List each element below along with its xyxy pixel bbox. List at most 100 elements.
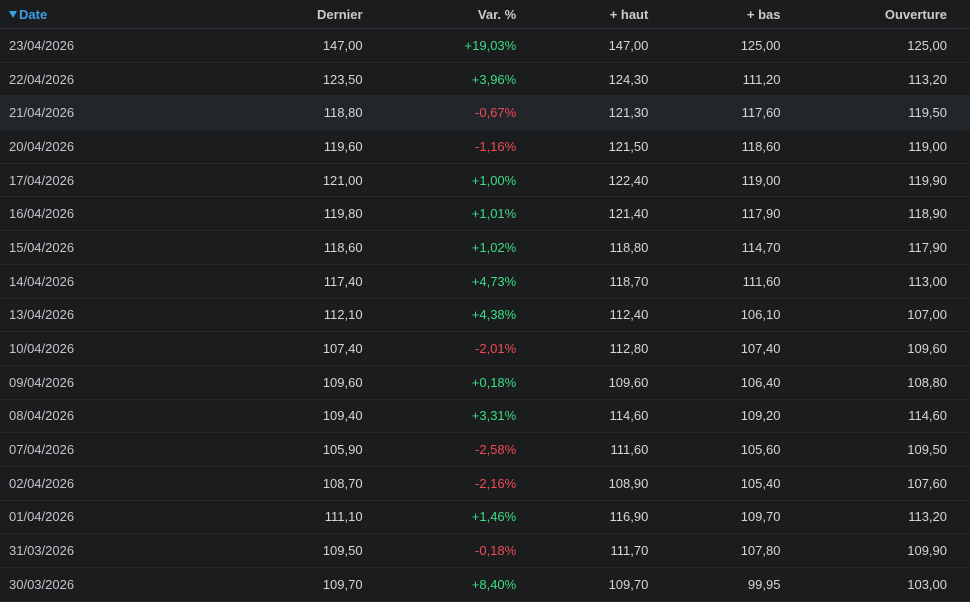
cell-last: 117,40 bbox=[194, 264, 363, 299]
cell-open: 107,60 bbox=[780, 466, 970, 501]
sort-desc-icon bbox=[9, 10, 17, 18]
cell-change: +0,18% bbox=[362, 365, 517, 400]
cell-change: +3,31% bbox=[362, 399, 517, 434]
cell-date: 23/04/2026 bbox=[0, 28, 195, 63]
cell-open: 109,90 bbox=[780, 533, 970, 568]
cell-change: -1,16% bbox=[362, 129, 517, 164]
cell-last: 119,60 bbox=[194, 129, 363, 164]
cell-date: 21/04/2026 bbox=[0, 95, 195, 131]
cell-open: 119,00 bbox=[780, 129, 970, 164]
cell-date: 08/04/2026 bbox=[0, 399, 195, 434]
cell-last: 109,40 bbox=[194, 399, 363, 434]
cell-last: 107,40 bbox=[194, 331, 363, 366]
cell-high: 114,60 bbox=[516, 399, 649, 434]
table-row[interactable]: 17/04/2026 121,00 +1,00% 122,40 119,00 119,90 bbox=[0, 163, 970, 198]
cell-change: -2,16% bbox=[362, 466, 517, 501]
cell-low: 109,70 bbox=[648, 500, 781, 535]
table-row[interactable]: 10/04/2026 107,40 -2,01% 112,80 107,40 109,60 bbox=[0, 331, 970, 366]
cell-date: 30/03/2026 bbox=[0, 567, 195, 602]
cell-last: 112,10 bbox=[194, 298, 363, 333]
cell-date: 07/04/2026 bbox=[0, 432, 195, 467]
table-body: 23/04/2026 147,00 +19,03% 147,00 125,00 125,0… bbox=[0, 28, 970, 602]
cell-last: 119,80 bbox=[194, 196, 363, 232]
table-row[interactable]: 31/03/2026 109,50 -0,18% 111,70 107,80 109,90 bbox=[0, 533, 970, 568]
cell-last: 118,80 bbox=[194, 95, 363, 131]
cell-high: 116,90 bbox=[516, 500, 649, 535]
cell-date: 14/04/2026 bbox=[0, 264, 195, 299]
cell-date: 31/03/2026 bbox=[0, 533, 195, 568]
cell-change: -0,67% bbox=[362, 95, 517, 131]
cell-date: 15/04/2026 bbox=[0, 230, 195, 265]
table-row[interactable]: 07/04/2026 105,90 -2,58% 111,60 105,60 109,50 bbox=[0, 432, 970, 467]
table-row[interactable]: 16/04/2026 119,80 +1,01% 121,40 117,90 118,90 bbox=[0, 196, 970, 232]
cell-last: 105,90 bbox=[194, 432, 363, 467]
cell-date: 22/04/2026 bbox=[0, 62, 195, 97]
table-header-row: Date Dernier Var. % + haut + bas Ouvertu… bbox=[0, 0, 970, 29]
column-header-date[interactable]: Date bbox=[0, 0, 195, 29]
table-row[interactable]: 20/04/2026 119,60 -1,16% 121,50 118,60 119,00 bbox=[0, 129, 970, 164]
cell-date: 10/04/2026 bbox=[0, 331, 195, 366]
cell-last: 123,50 bbox=[194, 62, 363, 97]
table-row[interactable]: 21/04/2026 118,80 -0,67% 121,30 117,60 119,50 bbox=[0, 95, 970, 131]
cell-open: 109,60 bbox=[780, 331, 970, 366]
cell-change: -0,18% bbox=[362, 533, 517, 568]
cell-last: 109,50 bbox=[194, 533, 363, 568]
cell-low: 117,90 bbox=[648, 196, 781, 232]
cell-date: 02/04/2026 bbox=[0, 466, 195, 501]
cell-high: 108,90 bbox=[516, 466, 649, 501]
table-row[interactable]: 09/04/2026 109,60 +0,18% 109,60 106,40 108,80 bbox=[0, 365, 970, 400]
cell-low: 99,95 bbox=[648, 567, 781, 602]
cell-low: 105,60 bbox=[648, 432, 781, 467]
table-row[interactable]: 13/04/2026 112,10 +4,38% 112,40 106,10 107,00 bbox=[0, 298, 970, 333]
table-row[interactable]: 30/03/2026 109,70 +8,40% 109,70 99,95 103,00 bbox=[0, 567, 970, 602]
column-header-open[interactable]: Ouverture bbox=[780, 0, 970, 29]
table-row[interactable]: 14/04/2026 117,40 +4,73% 118,70 111,60 113,00 bbox=[0, 264, 970, 299]
cell-change: +1,46% bbox=[362, 500, 517, 535]
cell-change: +3,96% bbox=[362, 62, 517, 97]
cell-change: +1,01% bbox=[362, 196, 517, 232]
column-header-date-label: Date bbox=[19, 6, 48, 22]
cell-high: 118,70 bbox=[516, 264, 649, 299]
cell-last: 109,70 bbox=[194, 567, 363, 602]
cell-open: 114,60 bbox=[780, 399, 970, 434]
cell-low: 118,60 bbox=[648, 129, 781, 164]
cell-low: 111,20 bbox=[648, 62, 781, 97]
table-row[interactable]: 23/04/2026 147,00 +19,03% 147,00 125,00 125,0… bbox=[0, 28, 970, 63]
cell-last: 118,60 bbox=[194, 230, 363, 265]
table-row[interactable]: 22/04/2026 123,50 +3,96% 124,30 111,20 113,20 bbox=[0, 62, 970, 97]
cell-date: 01/04/2026 bbox=[0, 500, 195, 535]
cell-high: 121,30 bbox=[516, 95, 649, 131]
cell-last: 108,70 bbox=[194, 466, 363, 501]
cell-open: 103,00 bbox=[780, 567, 970, 602]
cell-high: 121,40 bbox=[516, 196, 649, 232]
cell-high: 118,80 bbox=[516, 230, 649, 265]
cell-high: 124,30 bbox=[516, 62, 649, 97]
cell-open: 107,00 bbox=[780, 298, 970, 333]
cell-open: 117,90 bbox=[780, 230, 970, 265]
cell-low: 109,20 bbox=[648, 399, 781, 434]
cell-date: 09/04/2026 bbox=[0, 365, 195, 400]
cell-change: +4,73% bbox=[362, 264, 517, 299]
cell-low: 107,80 bbox=[648, 533, 781, 568]
cell-change: +4,38% bbox=[362, 298, 517, 333]
column-header-low[interactable]: + bas bbox=[648, 0, 781, 29]
cell-open: 118,90 bbox=[780, 196, 970, 232]
cell-change: -2,01% bbox=[362, 331, 517, 366]
column-header-last[interactable]: Dernier bbox=[194, 0, 363, 29]
cell-high: 109,70 bbox=[516, 567, 649, 602]
column-header-change[interactable]: Var. % bbox=[362, 0, 517, 29]
cell-change: +19,03% bbox=[362, 28, 517, 63]
column-header-high[interactable]: + haut bbox=[516, 0, 649, 29]
cell-last: 111,10 bbox=[194, 500, 363, 535]
cell-high: 121,50 bbox=[516, 129, 649, 164]
table-row[interactable]: 15/04/2026 118,60 +1,02% 118,80 114,70 117,90 bbox=[0, 230, 970, 265]
cell-open: 119,50 bbox=[780, 95, 970, 131]
table-row[interactable]: 08/04/2026 109,40 +3,31% 114,60 109,20 114,60 bbox=[0, 399, 970, 434]
table-row[interactable]: 02/04/2026 108,70 -2,16% 108,90 105,40 107,60 bbox=[0, 466, 970, 501]
cell-low: 119,00 bbox=[648, 163, 781, 198]
cell-change: +8,40% bbox=[362, 567, 517, 602]
cell-open: 125,00 bbox=[780, 28, 970, 63]
table-row[interactable]: 01/04/2026 111,10 +1,46% 116,90 109,70 113,20 bbox=[0, 500, 970, 535]
cell-open: 109,50 bbox=[780, 432, 970, 467]
